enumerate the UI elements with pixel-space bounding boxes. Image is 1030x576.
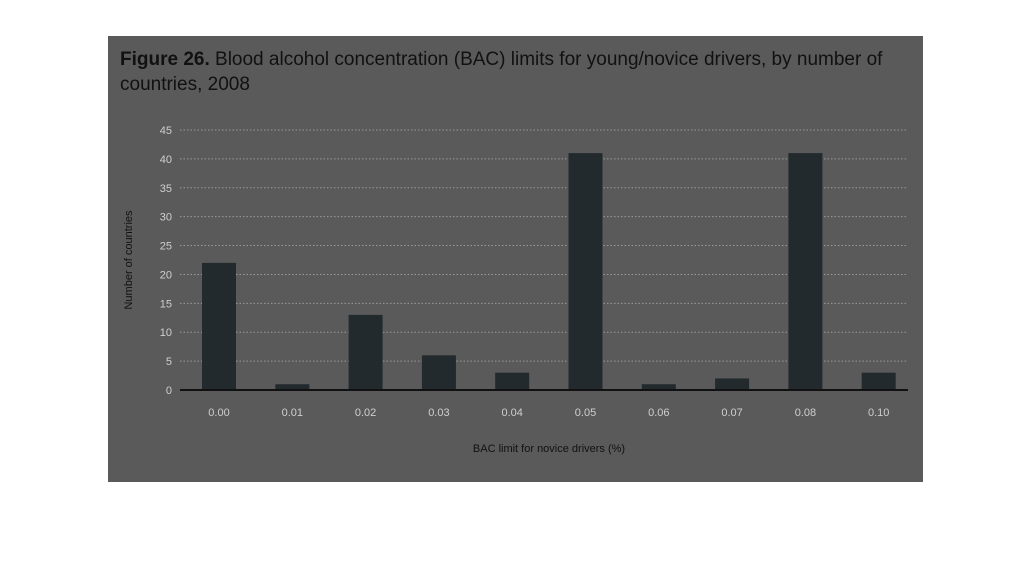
- bar: [348, 314, 383, 390]
- bar: [568, 153, 603, 390]
- x-tick-label: 0.05: [575, 407, 596, 419]
- figure-panel: Figure 26. Blood alcohol concentration (…: [108, 36, 923, 482]
- y-tick-labels: 0 5 10 15 20 25 30 35 40 45: [160, 125, 172, 397]
- x-tick-label: 0.02: [355, 407, 376, 419]
- x-tick-label: 0.08: [795, 407, 816, 419]
- x-tick-label: 0.06: [648, 407, 669, 419]
- figure-title: Figure 26. Blood alcohol concentration (…: [120, 47, 900, 97]
- bars: [202, 153, 896, 390]
- bar: [202, 262, 236, 390]
- y-tick-label: 30: [160, 212, 172, 224]
- y-tick-label: 15: [160, 298, 172, 310]
- y-tick-label: 5: [166, 356, 172, 368]
- x-tick-label: 0.10: [868, 407, 889, 419]
- figure-caption: Blood alcohol concentration (BAC) limits…: [120, 49, 883, 95]
- y-tick-label: 40: [160, 154, 172, 166]
- bar: [421, 355, 456, 390]
- bar: [788, 153, 823, 390]
- bar: [861, 372, 896, 390]
- x-axis-label: BAC limit for novice drivers (%): [473, 443, 625, 455]
- y-axis-label: Number of countries: [123, 210, 135, 310]
- x-tick-label: 0.01: [282, 407, 303, 419]
- bar: [641, 384, 676, 390]
- bar: [495, 372, 530, 390]
- bar: [715, 378, 750, 390]
- x-tick-label: 0.03: [428, 407, 449, 419]
- x-tick-label: 0.04: [501, 407, 522, 419]
- x-tick-labels: 0.00 0.01 0.02 0.03 0.04 0.05 0.06 0.07 0.08 0.10: [208, 407, 889, 419]
- bar: [275, 384, 310, 390]
- x-tick-label: 0.07: [721, 407, 742, 419]
- figure-number: Figure 26.: [120, 49, 210, 70]
- y-tick-label: 10: [160, 327, 172, 339]
- y-tick-label: 45: [160, 125, 172, 137]
- y-tick-label: 0: [166, 385, 172, 397]
- x-tick-label: 0.00: [208, 407, 229, 419]
- grid-lines: [180, 129, 908, 362]
- y-tick-label: 20: [160, 269, 172, 281]
- y-tick-label: 25: [160, 241, 172, 253]
- y-tick-label: 35: [160, 183, 172, 195]
